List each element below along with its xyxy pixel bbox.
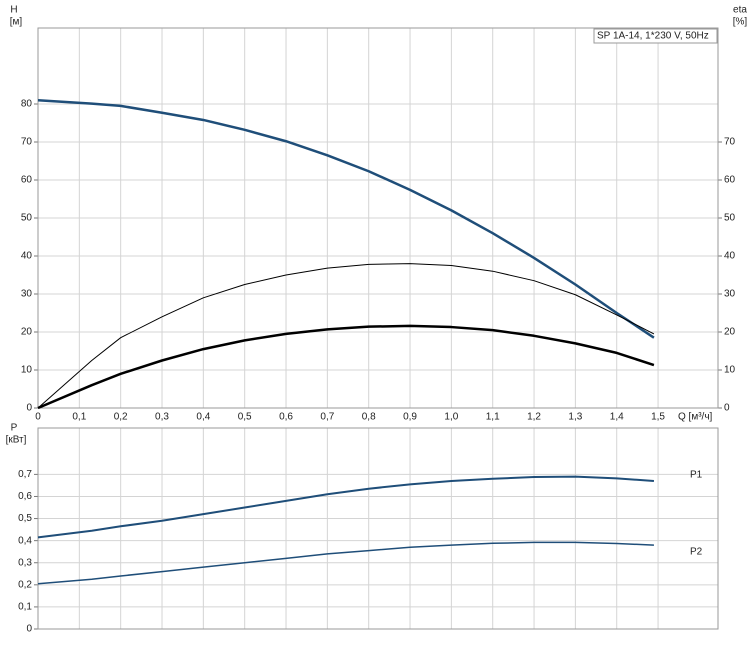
plot-frame [37,427,719,630]
y-axis-unit: [м] [10,17,23,28]
y-tick-label: 0,5 [18,513,32,524]
y-tick-label: 0,6 [18,491,32,502]
x-tick-label: 0,8 [362,412,376,423]
y2-axis-label: eta [733,5,747,16]
chart-title: SP 1A-14, 1*230 V, 50Hz [597,31,709,42]
y-tick-label: 80 [21,99,33,110]
y2-tick-label: 0 [724,403,730,414]
x-tick-label: 0,5 [238,412,252,423]
x-tick-label: 0,4 [196,412,210,423]
y-tick-label: 70 [21,137,33,148]
series-line [37,98,655,339]
y-tick-label: 0 [26,624,32,635]
series-line [37,475,655,539]
x-tick-label: 0,9 [403,412,417,423]
y2-tick-label: 20 [724,327,736,338]
x-tick-label: 1,3 [568,412,582,423]
y-tick-label: 30 [21,289,33,300]
x-tick-label: 1,1 [486,412,500,423]
y2-tick-label: 10 [724,365,736,376]
y-tick-label: 0,2 [18,579,32,590]
y2-tick-label: 30 [724,289,736,300]
legend-label: P1 [690,470,703,481]
y-tick-label: 0,7 [18,469,32,480]
legend-label: P2 [690,547,703,558]
y-axis-label: H [10,5,17,16]
y-tick-label: 40 [21,251,33,262]
y2-axis-unit: [%] [733,17,748,28]
x-tick-label: 0,1 [72,412,86,423]
y-tick-label: 0,4 [18,535,32,546]
y-tick-label: 50 [21,213,33,224]
x-tick-label: 0 [35,412,41,423]
y-tick-label: 0,1 [18,602,32,613]
plot-area [37,427,719,630]
plot-frame [37,27,719,409]
y2-tick-label: 40 [724,251,736,262]
x-tick-label: 0,7 [320,412,334,423]
x-tick-label: 0,2 [114,412,128,423]
y-axis-unit: [кВт] [6,435,27,446]
y-tick-label: 0 [26,403,32,414]
y-tick-label: 0,3 [18,557,32,568]
y-tick-label: 10 [21,365,33,376]
series-line [37,324,655,410]
x-tick-label: 1,5 [651,412,665,423]
y2-tick-label: 60 [724,175,736,186]
x-tick-label: 0,6 [279,412,293,423]
y2-tick-label: 50 [724,213,736,224]
y2-tick-label: 70 [724,137,736,148]
x-tick-label: 1,2 [527,412,541,423]
x-tick-label: 1,0 [444,412,458,423]
x-tick-label: 0,3 [155,412,169,423]
y-axis-label: P [11,423,18,434]
x-tick-label: 1,4 [610,412,624,423]
y-tick-label: 60 [21,175,33,186]
title-box [593,28,718,44]
series-line [37,263,655,409]
x-axis-label: Q [м³/ч] [678,412,713,423]
series-line [37,541,654,585]
y-tick-label: 20 [21,327,33,338]
